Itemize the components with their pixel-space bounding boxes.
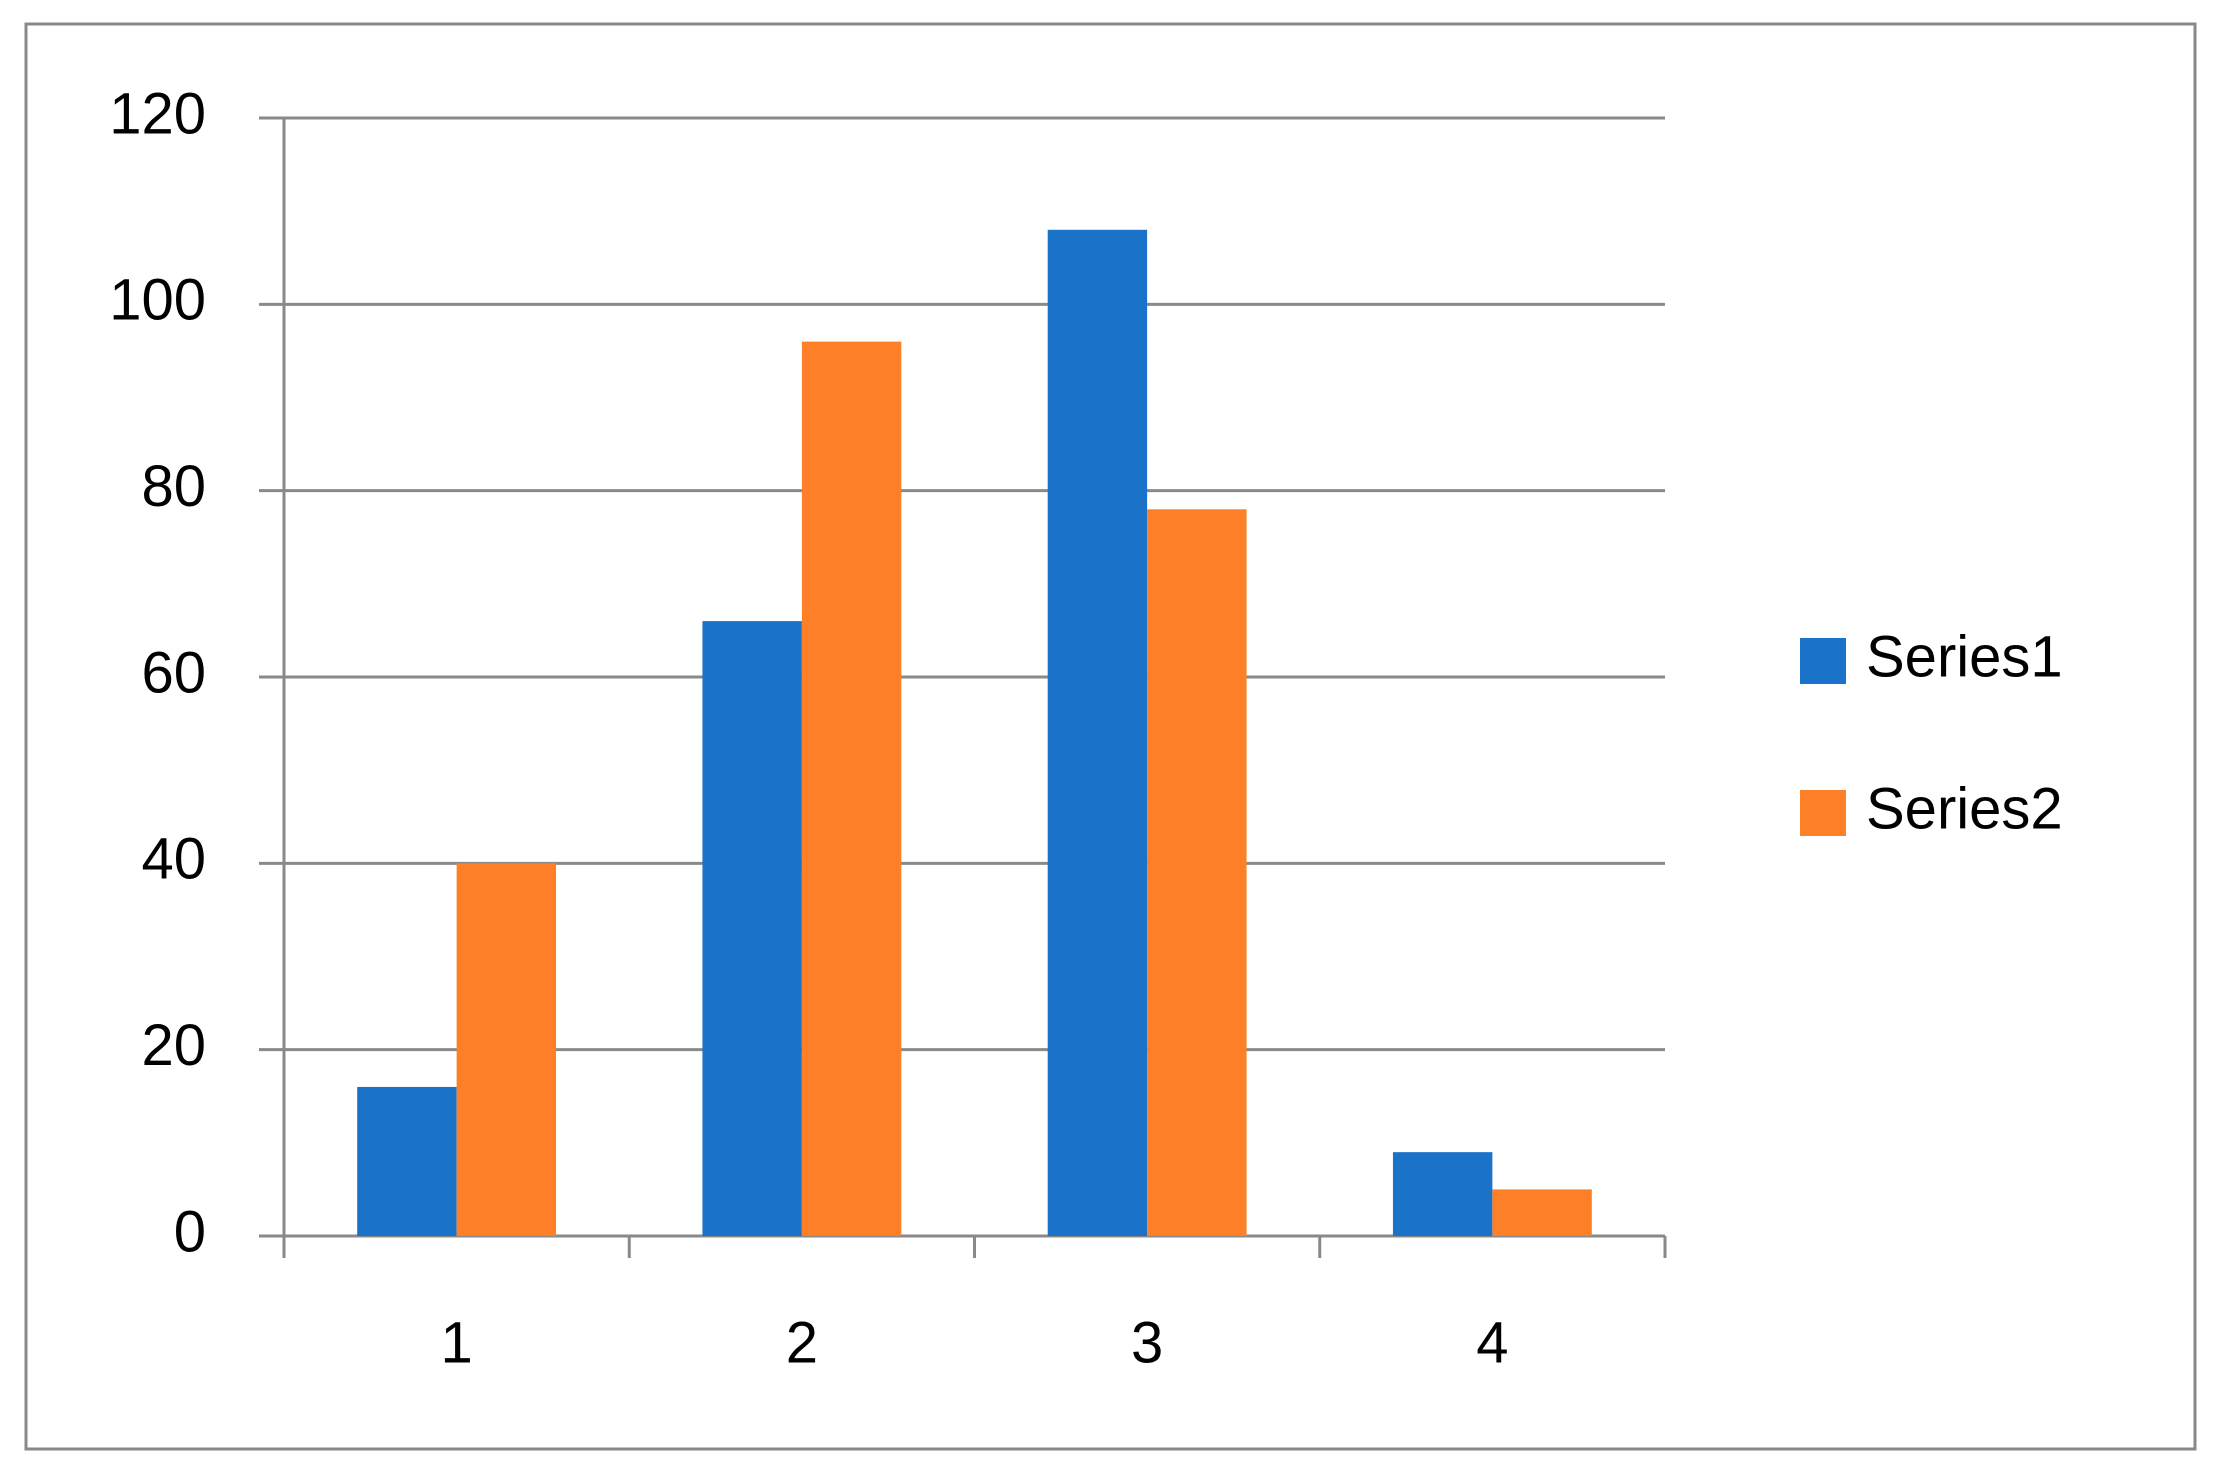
bar — [456, 863, 557, 1236]
bar — [801, 341, 902, 1237]
bar — [702, 621, 802, 1236]
bar — [1147, 509, 1247, 1236]
bar — [1392, 1152, 1493, 1236]
x-tick-label: 3 — [1131, 1310, 1163, 1375]
y-tick-label: 20 — [141, 1013, 206, 1078]
bar — [1492, 1189, 1592, 1236]
legend-label: Series2 — [1866, 776, 2063, 841]
y-tick-label: 60 — [141, 640, 206, 705]
legend-label: Series1 — [1866, 624, 2063, 689]
legend-swatch — [1800, 790, 1846, 836]
y-tick-label: 40 — [141, 827, 206, 892]
x-tick-label: 1 — [440, 1310, 472, 1375]
bar — [357, 1086, 457, 1236]
y-tick-label: 0 — [174, 1199, 206, 1264]
legend-swatch — [1800, 638, 1846, 684]
x-tick-label: 4 — [1476, 1310, 1508, 1375]
y-tick-label: 120 — [109, 81, 206, 146]
bar — [1047, 229, 1148, 1237]
y-tick-label: 80 — [141, 454, 206, 519]
x-tick-label: 2 — [786, 1310, 818, 1375]
y-tick-label: 100 — [109, 268, 206, 333]
